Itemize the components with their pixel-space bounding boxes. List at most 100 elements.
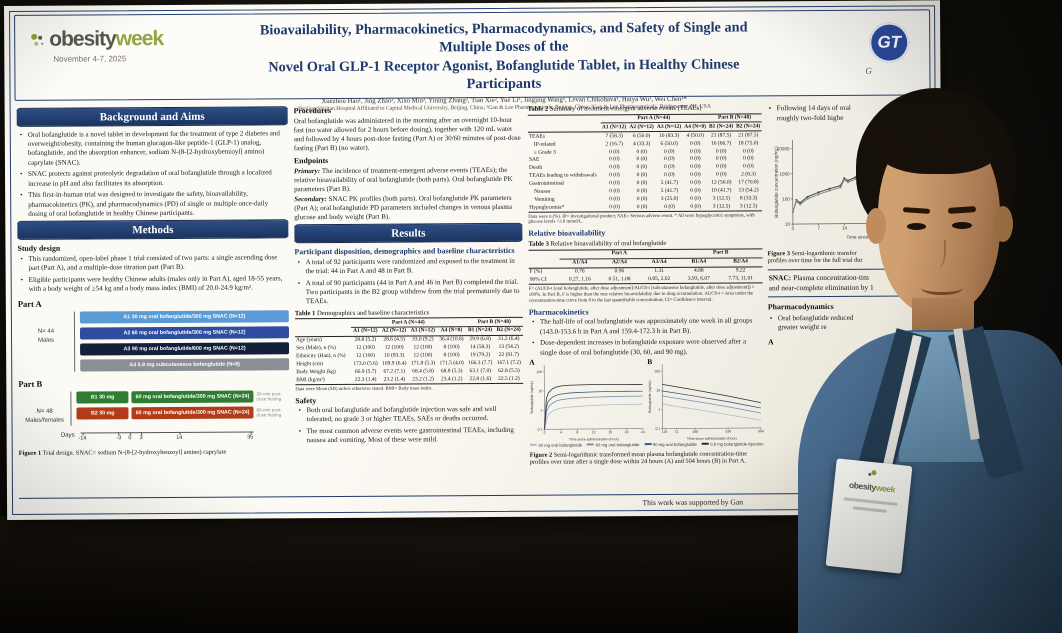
row-label: F (%): [529, 268, 543, 276]
table-cell: 0 (0): [636, 195, 648, 202]
table-cell: 0 (0): [715, 171, 727, 178]
table-cell: 16 (66.7): [710, 140, 732, 147]
table-cell: 0 (0): [609, 172, 620, 179]
table-cell: 2 (16.7): [605, 140, 623, 147]
table-3-footnote: F= (AUC0-t [oral bofanglutide, after dos…: [528, 285, 755, 304]
column-group-header: Part B (N=48): [707, 113, 762, 123]
table-cell: 3 (12.5): [712, 203, 731, 210]
table-cell: 0 (0): [690, 163, 701, 171]
table-cell: 5 (41.7): [660, 179, 679, 186]
legend-swatch: [587, 443, 595, 446]
column-header: A4 (N=8): [440, 327, 463, 334]
pharmacokinetics-heading: Pharmacokinetics: [528, 307, 589, 317]
dose-bar-b1-lead: B1 30 mg: [76, 391, 129, 404]
table-cell: 23.2 (1.4): [383, 376, 406, 383]
svg-text:1: 1: [658, 407, 660, 411]
table-cell: 13 (54.2): [738, 187, 759, 194]
column-header: A3 (N=12): [410, 327, 435, 334]
obesityweek-cluster-icon: [29, 32, 45, 48]
column-header: B1 (N=24): [708, 123, 734, 130]
endpoint-paragraph: Primary: The incidence of treatment-emer…: [293, 165, 513, 194]
dose-bar-b2: 60 mg oral bofanglutide/300 mg SNAC (N=2…: [131, 406, 254, 420]
table-cell: 0 (0): [690, 187, 701, 194]
table-cell: 0 (0): [609, 164, 620, 171]
svg-text:35: 35: [919, 225, 925, 230]
table-cell: 29.9 (6.8): [469, 336, 491, 343]
figure-2-panel-a: A 0.1 1 10 100 0 4 8 12 16 20 24 Time since adminis…: [529, 358, 645, 442]
b2-fasting-note: 60-min post-dose fasting: [256, 407, 283, 418]
svg-text:7: 7: [817, 226, 820, 231]
procedures-heading: Procedures: [293, 106, 332, 116]
table-row: 90% CI 0.27, 1.16 0.51, 1.08 0.85, 2.02 3.93…: [529, 275, 763, 285]
day-tick: 14: [176, 434, 183, 441]
table-cell: 3 (12.5): [739, 203, 758, 210]
table-1-caption: Table 1 Demographics and baseline charac…: [294, 308, 430, 317]
table-cell: 0 (0): [609, 180, 620, 187]
column-far-right: Following 14 days of oral roughly two-fo…: [767, 100, 937, 497]
methods-bullets: This randomized, open-label phase 1 tria…: [18, 253, 289, 294]
dose-bar-b2-lead: B2 30 mg: [76, 407, 129, 420]
table-cell: 22.8 (1.6): [469, 375, 492, 382]
table-cell: 23.2 (1.2): [412, 376, 434, 383]
section-results: Results: [294, 224, 523, 243]
table-cell: 19 (79.2): [470, 352, 491, 359]
table-cell: 0 (0): [636, 148, 648, 155]
table-cell: 9.22: [735, 267, 746, 274]
table-cell: 4 (33.3): [632, 140, 651, 147]
dose-bar-a3: A3 90 mg oral bofanglutide/600 mg SNAC (…: [80, 342, 290, 356]
svg-text:336: 336: [725, 429, 731, 433]
person-eye-right: [952, 222, 972, 229]
table-cell: 0 (0): [636, 172, 648, 179]
bullet: This first-in-human trial was designed t…: [28, 190, 288, 219]
table-cell: 0 (0): [609, 195, 620, 203]
svg-text:Bofanglutide concentration (ng: Bofanglutide concentration (ng/mL): [773, 146, 778, 218]
column-header: A1 (N=12): [353, 328, 378, 335]
table-cell: 0 (0): [690, 171, 701, 178]
part-a-label: Part A: [17, 298, 42, 309]
pk-bullets: The half-life of oral bofanglutide was a…: [529, 317, 763, 358]
svg-text:4: 4: [560, 430, 562, 434]
table-cell: 8 (33.3): [739, 195, 758, 202]
data-table: Part A (N=44) Part B (N=48) A1 (N=12) A2 (N…: [294, 316, 524, 386]
table-cell: 63.1 (7.0): [469, 367, 492, 374]
table-cell: 23.4 (1.2): [440, 375, 463, 382]
table-cell: 5 (41.7): [660, 187, 679, 194]
column-header: B1/A4: [691, 259, 707, 266]
svg-text:0: 0: [544, 430, 546, 434]
column-header: A1/A4: [572, 259, 588, 266]
table-cell: 12 (100): [413, 352, 433, 359]
column-header: B2 (N=24): [496, 327, 521, 334]
table-cell: 28.8 (5.2): [354, 336, 377, 344]
table-cell: 2 (8.3): [741, 171, 756, 178]
column-header: A4 (N=8): [684, 123, 706, 130]
row-label: TEAEs leading to withdrawals: [529, 172, 597, 179]
table-2-caption: Table 2 Summary of treatment-emergent ad…: [527, 104, 702, 113]
table-cell: 3 (12.5): [712, 195, 731, 202]
part-b-n: N= 48 Males/females: [18, 391, 72, 426]
figure-1-time-axis: Days -14 -3 0 3 14 35: [19, 431, 290, 446]
svg-text:8: 8: [576, 430, 578, 434]
svg-text:168: 168: [692, 430, 698, 434]
table-cell: 0 (0): [636, 156, 648, 163]
svg-text:12: 12: [592, 430, 596, 434]
bullet: Both oral bofanglutide and bofanglutide …: [306, 405, 523, 425]
bullet: Dose-dependent increases in bofanglutide…: [540, 338, 763, 358]
table-cell: 68.8 (5.3): [440, 367, 463, 375]
day-tick: -3: [116, 434, 122, 441]
table-cell: 6 (50.0): [632, 132, 651, 139]
svg-text:Time since administration (hou: Time since administration (hour): [569, 437, 619, 441]
table-cell: 0 (0): [664, 203, 675, 210]
table-cell: 6 (50.0): [660, 140, 678, 147]
svg-text:72: 72: [674, 430, 678, 434]
table-cell: 0 (0): [663, 156, 675, 163]
table-cell: 10 (83.3): [659, 132, 680, 139]
table-cell: 67.2 (7.1): [383, 368, 406, 375]
table-cell: 12 (100): [413, 344, 433, 351]
endpoints-items: Primary: The incidence of treatment-emer…: [294, 166, 522, 223]
table-cell: 171.5 (4.0): [439, 360, 464, 367]
table-row: BMI (kg/m²) 22.3 (1.4) 23.2 (1.4) 23.2 (1.2…: [295, 375, 523, 385]
table-cell: 0 (0): [636, 180, 648, 187]
svg-text:Time since administration (hou: Time since administration (hour): [687, 436, 737, 440]
row-label: Age (years): [296, 337, 322, 344]
column-header: A3 (N=12): [656, 123, 682, 130]
